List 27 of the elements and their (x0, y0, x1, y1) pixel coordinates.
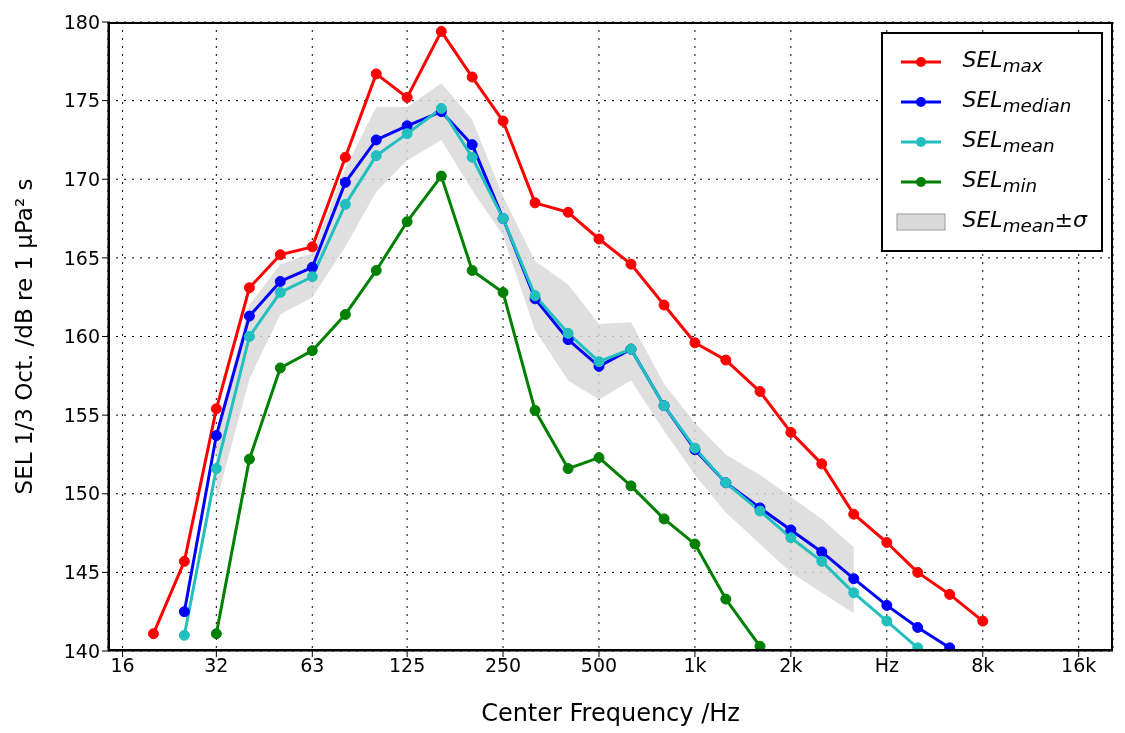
y-tick-label: 160 (63, 325, 100, 348)
x-tick-label: 63 (300, 654, 325, 677)
x-axis-title: Center Frequency /Hz (481, 699, 740, 727)
x-tick-label: 16 (110, 654, 135, 677)
x-tick-label: 16k (1061, 654, 1097, 677)
legend-label: SEL$_{mean}$ (962, 127, 1055, 157)
y-tick-label: 150 (63, 482, 100, 505)
legend-label: SEL$_{max}$ (962, 47, 1043, 77)
y-axis-title: SEL 1/3 Oct. /dB re 1 µPa² s (11, 178, 38, 495)
y-tick-label: 175 (63, 89, 100, 112)
x-tick-label: Hz (874, 654, 899, 677)
x-tick-label: 125 (388, 654, 426, 677)
x-tick-label: 32 (204, 654, 229, 677)
y-tick-label: 180 (63, 10, 100, 33)
legend-label: SEL$_{median}$ (962, 87, 1072, 117)
legend-label: SEL$_{min}$ (962, 167, 1038, 197)
y-tick-label: 155 (63, 403, 100, 426)
x-tick-label: 2k (779, 654, 803, 677)
y-tick-label: 170 (63, 167, 100, 190)
y-tick-label: 165 (63, 246, 100, 269)
x-tick-label: 500 (580, 654, 618, 677)
y-tick-label: 145 (63, 561, 100, 584)
x-tick-label: 250 (484, 654, 522, 677)
x-tick-label: 8k (971, 654, 995, 677)
y-tick-label: 140 (63, 639, 100, 662)
x-tick-label: 1k (683, 654, 707, 677)
annotation: SEL$_{mean}$±σ (962, 207, 1087, 237)
